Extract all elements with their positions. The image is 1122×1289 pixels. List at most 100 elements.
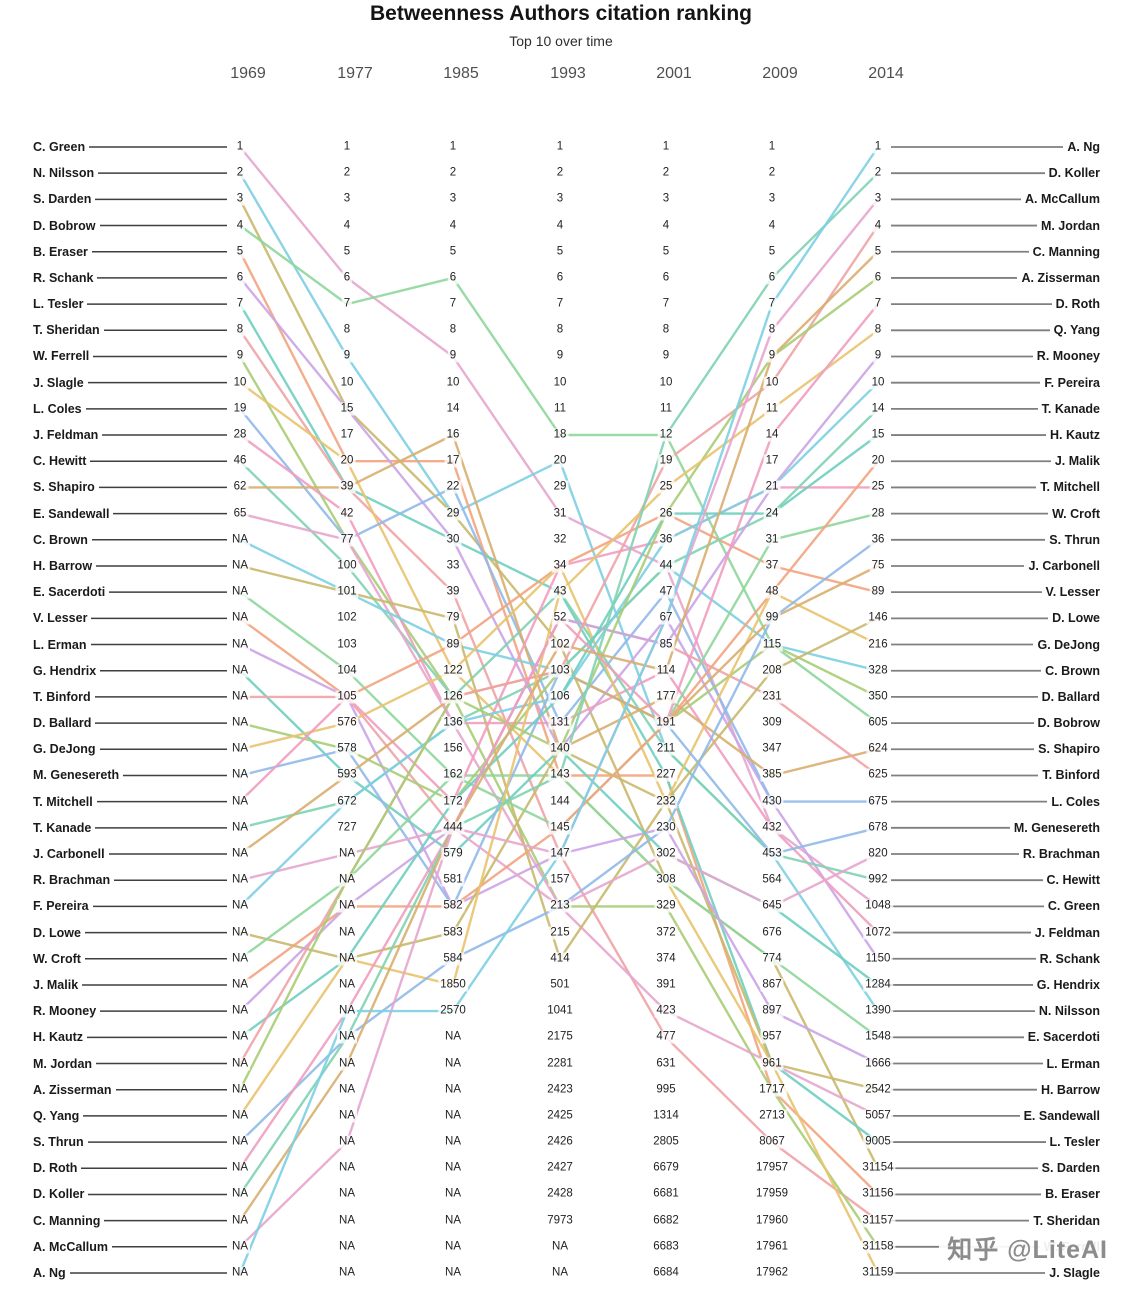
rank-value: 2425 [545, 1109, 575, 1123]
rank-value: 136 [441, 716, 465, 730]
rank-value: 42 [338, 507, 356, 521]
rank-value: 6 [341, 271, 353, 285]
rank-value: 9 [447, 349, 459, 363]
left-author-label: G. DeJong [33, 742, 100, 757]
right-author-label: R. Schank [1035, 951, 1100, 966]
rank-value: 2805 [651, 1135, 681, 1149]
rank-value: 3 [234, 192, 246, 206]
rank-value: 581 [441, 873, 465, 887]
rank-value: NA [337, 1004, 357, 1018]
rank-value: 453 [760, 847, 784, 861]
right-author-label: A. Zisserman [1017, 270, 1100, 285]
rank-value: 8 [766, 323, 778, 337]
left-author-label: S. Shapiro [33, 480, 99, 495]
rank-value: 31159 [860, 1266, 896, 1280]
rank-value: 232 [654, 795, 678, 809]
rank-value: 444 [441, 821, 465, 835]
right-author-label: T. Binford [1038, 768, 1100, 783]
rank-value: 52 [551, 611, 569, 625]
rank-value: NA [443, 1187, 463, 1201]
right-author-label: B. Eraser [1041, 1187, 1100, 1202]
rank-value: NA [230, 533, 250, 547]
rank-value: NA [337, 899, 357, 913]
rank-value: 99 [763, 611, 781, 625]
rank-value: 15 [338, 402, 356, 416]
rank-value: 10 [338, 376, 356, 390]
rank-value: 25 [869, 480, 887, 494]
rank-value: 101 [335, 585, 359, 599]
rank-value: 578 [335, 742, 359, 756]
left-author-label: M. Genesereth [33, 768, 124, 783]
rank-value: 10 [444, 376, 462, 390]
rank-value: 2 [766, 166, 778, 180]
rank-value: 6 [447, 271, 459, 285]
rank-value: NA [443, 1135, 463, 1149]
rank-value: 44 [657, 559, 675, 573]
rank-value: 32 [551, 533, 569, 547]
rank-value: NA [337, 1161, 357, 1175]
rank-value: 33 [444, 559, 462, 573]
rank-value: NA [230, 1266, 250, 1280]
right-author-label: D. Koller [1044, 166, 1100, 181]
rank-value: 9 [341, 349, 353, 363]
rank-value: 1666 [863, 1057, 893, 1070]
rank-value: 36 [657, 533, 675, 547]
left-author-label: A. McCallum [33, 1239, 113, 1254]
rank-value: 308 [654, 873, 678, 887]
rank-value: 172 [441, 795, 465, 809]
rank-value: 501 [548, 978, 572, 992]
rank-value: 1 [872, 140, 884, 154]
left-author-label: R. Brachman [33, 873, 115, 888]
right-author-label: S. Thrun [1045, 532, 1100, 547]
rank-value: NA [443, 1109, 463, 1123]
rank-value: 605 [866, 716, 890, 730]
rank-value: 9 [234, 349, 246, 363]
rank-value: NA [443, 1057, 463, 1070]
rank-value: 774 [760, 952, 784, 966]
rank-value: NA [443, 1266, 463, 1280]
left-author-label: E. Sandewall [33, 506, 114, 521]
rank-value: 3 [872, 192, 884, 206]
rank-value: 329 [654, 899, 678, 913]
rank-value: 1284 [863, 978, 893, 992]
rank-value: NA [230, 638, 250, 652]
year-label: 1985 [443, 65, 479, 82]
rank-value: 28 [869, 507, 887, 521]
rank-value: 62 [231, 480, 249, 494]
rank-value: 3 [660, 192, 672, 206]
rank-value: NA [443, 1083, 463, 1097]
rank-value: 12 [657, 428, 675, 442]
rank-value: 85 [657, 638, 675, 652]
rank-value: 5 [554, 245, 566, 259]
chart-subtitle: Top 10 over time [509, 33, 613, 49]
rank-value: 7973 [545, 1214, 575, 1228]
rank-value: 309 [760, 716, 784, 730]
rank-value: 1072 [863, 926, 893, 940]
rank-value: NA [443, 1030, 463, 1044]
rank-value: 3 [554, 192, 566, 206]
rank-value: 624 [866, 742, 890, 756]
rank-value: 1390 [863, 1004, 893, 1018]
rank-value: 1 [341, 140, 353, 154]
rank-value: 191 [654, 716, 678, 730]
rank-value: NA [443, 1161, 463, 1175]
rank-value: 7 [341, 297, 353, 311]
rank-value: 423 [654, 1004, 678, 1018]
rank-value: 39 [444, 585, 462, 599]
rank-value: 46 [231, 454, 249, 468]
rank-value: NA [230, 1030, 250, 1044]
rank-value: 208 [760, 664, 784, 678]
rank-value: 140 [548, 742, 572, 756]
rank-value: 106 [548, 690, 572, 704]
rank-value: 157 [548, 873, 572, 887]
rank-value: 10 [551, 376, 569, 390]
rank-value: 39 [338, 480, 356, 494]
rank-value: NA [230, 585, 250, 599]
right-author-label: D. Lowe [1048, 611, 1100, 626]
rank-value: NA [230, 847, 250, 861]
rank-value: 5057 [863, 1109, 893, 1123]
rank-value: 131 [548, 716, 572, 730]
rank-value: 3 [766, 192, 778, 206]
author-line [238, 250, 880, 1222]
rank-value: NA [230, 1083, 250, 1097]
